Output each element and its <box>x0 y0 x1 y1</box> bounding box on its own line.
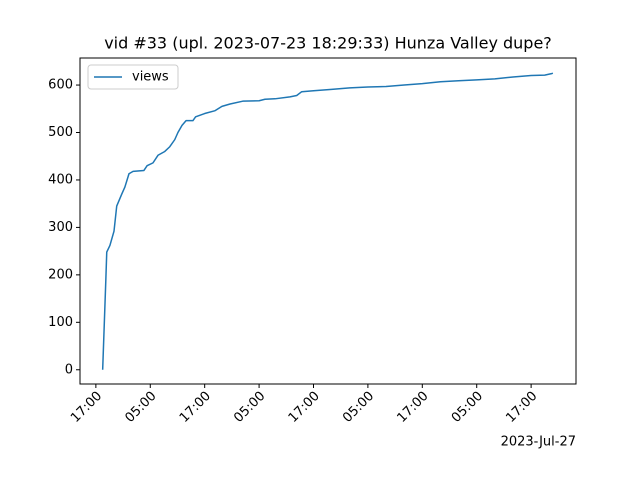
y-tick-label: 300 <box>48 220 73 235</box>
chart-title: vid #33 (upl. 2023-07-23 18:29:33) Hunza… <box>104 34 552 53</box>
y-tick-label: 0 <box>65 362 73 377</box>
x-offset-label: 2023-Jul-27 <box>501 435 576 450</box>
plot-frame <box>79 57 577 385</box>
y-tick-label: 600 <box>48 78 73 93</box>
legend-label: views <box>132 70 169 85</box>
y-tick-label: 200 <box>48 267 73 282</box>
y-tick-label: 500 <box>48 125 73 140</box>
y-tick-label: 400 <box>48 172 73 187</box>
y-tick-label: 100 <box>48 315 73 330</box>
series-line <box>101 72 554 370</box>
legend-box <box>87 64 179 90</box>
